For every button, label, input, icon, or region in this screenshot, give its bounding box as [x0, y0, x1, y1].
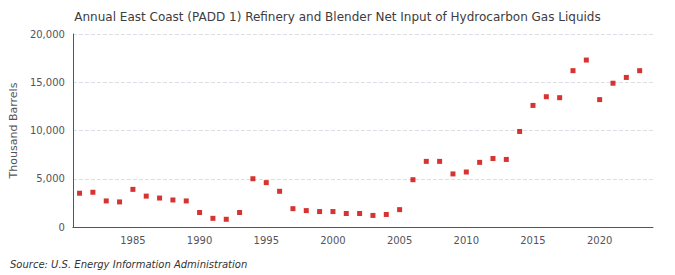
svg-text:2010: 2010	[454, 235, 479, 246]
svg-text:Annual East Coast (PADD 1) Ref: Annual East Coast (PADD 1) Refinery and …	[74, 10, 600, 24]
svg-text:2005: 2005	[387, 235, 412, 246]
svg-text:Thousand Barrels: Thousand Barrels	[7, 82, 20, 179]
svg-text:10,000: 10,000	[30, 125, 65, 136]
svg-text:15,000: 15,000	[30, 77, 65, 88]
svg-text:5,000: 5,000	[36, 173, 65, 184]
svg-text:Source: U.S. Energy Informatio: Source: U.S. Energy Information Administ…	[10, 259, 247, 270]
svg-text:1995: 1995	[254, 235, 279, 246]
svg-text:2000: 2000	[320, 235, 345, 246]
svg-text:2015: 2015	[520, 235, 545, 246]
svg-text:1985: 1985	[120, 235, 145, 246]
svg-text:20,000: 20,000	[30, 29, 65, 40]
svg-text:1990: 1990	[187, 235, 212, 246]
svg-text:0: 0	[59, 222, 65, 233]
svg-text:2020: 2020	[587, 235, 612, 246]
